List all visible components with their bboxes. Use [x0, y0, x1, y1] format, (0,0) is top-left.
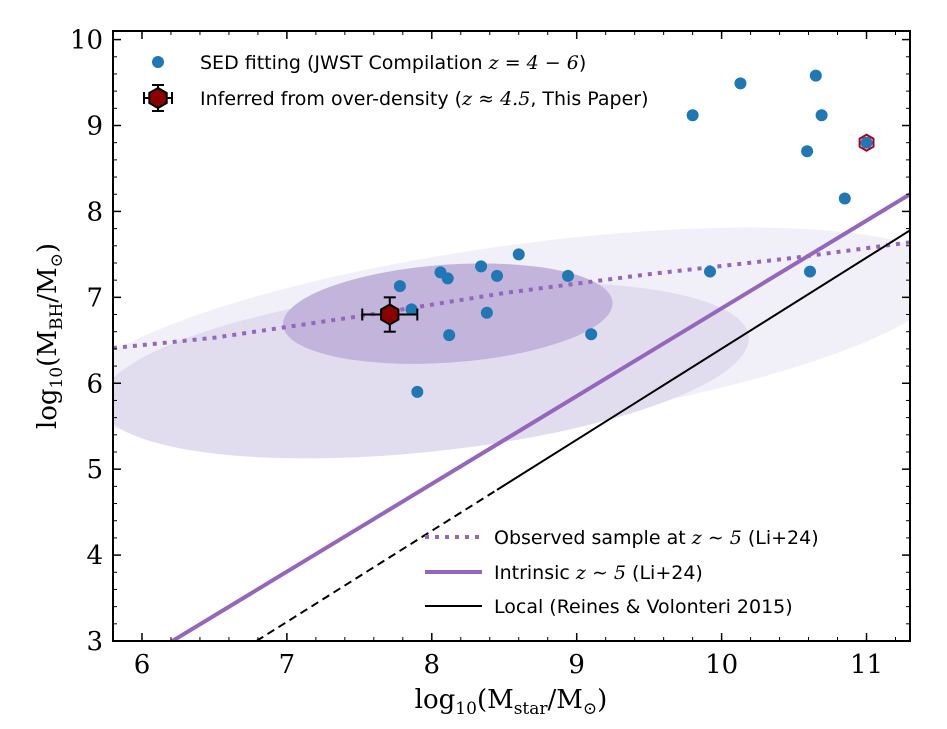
legend-this-paper-label: Inferred from over-density (z ≈ 4.5, Thi…: [200, 88, 648, 110]
y-label-mid: /M: [33, 267, 63, 302]
legend-sed-label: SED fitting (JWST Compilation z = 4 − 6): [200, 52, 586, 74]
y-label-close: ): [33, 243, 63, 253]
y-tick-label: 10: [70, 26, 103, 56]
sed-point-18: [809, 69, 822, 82]
x-tick-label: 6: [134, 650, 151, 680]
sed-point-16: [801, 145, 814, 158]
observed-sample-line: [113, 240, 910, 351]
density-contours: [113, 227, 910, 459]
local-line-dashed: [255, 488, 498, 641]
legend-bottom: Observed sample at z ∼ 5 (Li+24) Intrins…: [425, 527, 819, 618]
y-tick-label: 6: [86, 369, 103, 399]
y-label-sub2: BH: [47, 303, 67, 330]
sed-point-21: [860, 136, 873, 149]
axis-ticks: [112, 31, 910, 642]
x-tick-label: 10: [705, 650, 738, 680]
sed-point-15: [734, 77, 747, 90]
y-tick-label: 7: [86, 283, 103, 313]
legend-observed-label: Observed sample at z ∼ 5 (Li+24): [494, 527, 819, 549]
intrinsic-line: [171, 192, 910, 641]
x-label-sun: ⊙: [583, 699, 597, 719]
y-label-prefix: log: [33, 388, 63, 429]
legend-local-label: Local (Reines & Volonteri 2015): [494, 596, 793, 618]
x-label-prefix: log: [415, 685, 456, 715]
sed-point-19: [815, 109, 828, 122]
legend-intrinsic-label: Intrinsic z ∼ 5 (Li+24): [494, 562, 703, 584]
y-tick-label: 3: [86, 627, 103, 657]
y-axis-label: log10(MBH/M⊙): [33, 243, 67, 429]
relation-lines: [113, 192, 910, 641]
y-tick-label: 9: [86, 112, 103, 142]
sed-point-13: [686, 109, 699, 122]
y-tick-label: 5: [86, 455, 103, 485]
x-tick-label: 7: [279, 650, 296, 680]
legend-this-paper-marker: [143, 84, 173, 112]
x-label-sub: 10: [455, 699, 477, 719]
x-tick-label: 8: [424, 650, 441, 680]
x-label-mid: /M: [548, 685, 583, 715]
x-label-sub2: star: [514, 699, 549, 719]
legend-top: SED fitting (JWST Compilation z = 4 − 6)…: [143, 52, 648, 112]
plot-frame: [112, 30, 911, 642]
sed-point-1: [393, 280, 406, 293]
legend-sed-marker: [152, 56, 164, 68]
sed-point-5: [441, 272, 454, 285]
y-label-body: (M: [33, 330, 63, 367]
sed-point-20: [838, 192, 851, 205]
y-tick-label: 4: [86, 541, 103, 571]
y-tick-label: 8: [86, 197, 103, 227]
local-line-solid: [496, 229, 910, 491]
x-tick-label: 9: [568, 650, 585, 680]
sed-point-2: [405, 303, 418, 316]
x-axis-label: log10(Mstar/M⊙): [415, 685, 608, 719]
sed-point-14: [704, 265, 717, 278]
y-label-sub: 10: [47, 367, 67, 389]
sed-point-10: [512, 248, 525, 261]
sed-point-6: [443, 329, 456, 342]
tick-labels: 6 7 8 9 10 11 3 4 5 6 7 8 9 10: [70, 26, 883, 680]
sed-point-8: [480, 306, 493, 319]
this-paper-marker: [380, 303, 400, 326]
sed-point-7: [475, 260, 488, 273]
highlight-hexagon: [858, 133, 875, 152]
x-tick-label: 11: [850, 650, 883, 680]
sed-point-3: [411, 385, 424, 398]
x-label-close: ): [597, 685, 607, 715]
data-points: [393, 69, 875, 398]
sed-point-17: [804, 265, 817, 278]
this-paper-point: [361, 296, 419, 333]
y-label-sun: ⊙: [47, 253, 67, 267]
x-label-body: (M: [477, 685, 514, 715]
sed-point-12: [585, 328, 598, 341]
sed-point-9: [491, 269, 504, 282]
sed-point-11: [562, 269, 575, 282]
